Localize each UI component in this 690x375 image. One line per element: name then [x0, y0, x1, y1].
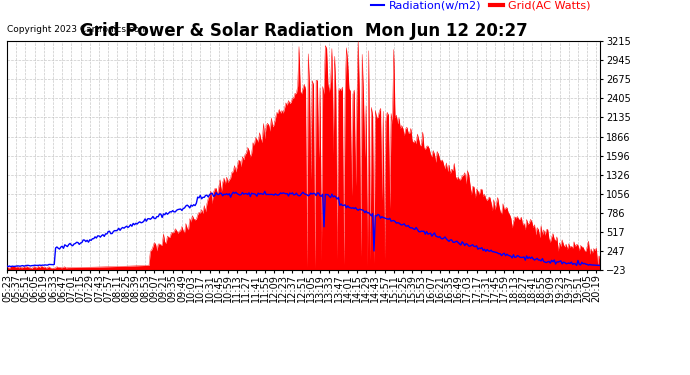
Legend: Radiation(w/m2), Grid(AC Watts): Radiation(w/m2), Grid(AC Watts) — [366, 0, 595, 15]
Text: Copyright 2023 Cartronics.com: Copyright 2023 Cartronics.com — [7, 25, 148, 34]
Title: Grid Power & Solar Radiation  Mon Jun 12 20:27: Grid Power & Solar Radiation Mon Jun 12 … — [80, 22, 527, 40]
